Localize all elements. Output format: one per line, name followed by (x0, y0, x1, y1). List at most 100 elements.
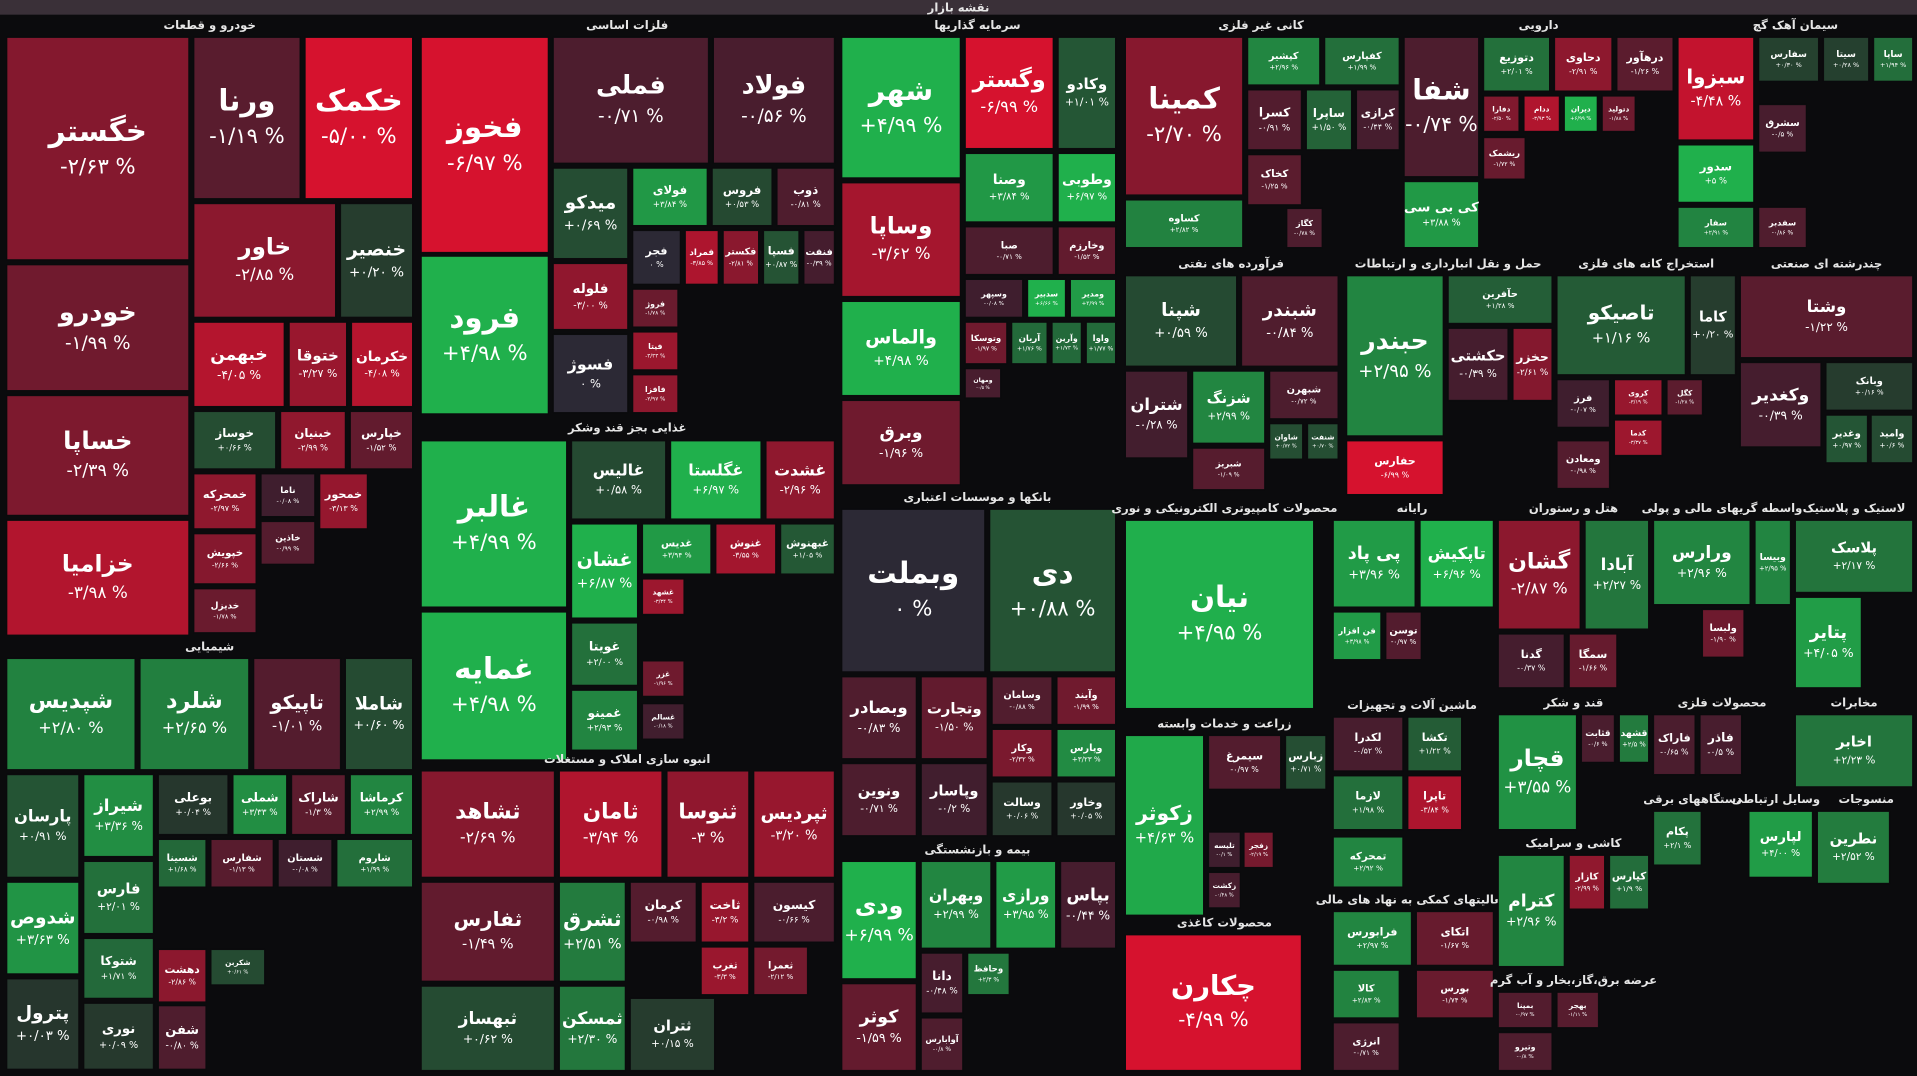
tile-name: شپنا (1161, 300, 1201, 321)
tile (641, 660, 685, 697)
tile-name: ثامان (583, 799, 639, 824)
tile (193, 321, 285, 408)
tile-name: وامید (1879, 429, 1904, 440)
tile (920, 762, 988, 837)
sector-title: سرمایه گذاریها (934, 18, 1020, 33)
tile (1332, 1022, 1400, 1072)
tile-value-label: -۰/۸ % (933, 1046, 952, 1053)
tile-value-label: -۰/۶۶ % (778, 916, 809, 926)
tile-value-label: +۶/۹۶ % (1433, 567, 1481, 581)
tile (157, 948, 207, 1003)
tile-value-label: -۳/۱۹ % (1629, 400, 1648, 406)
tile-value-label: +۶/۸۷ % (577, 575, 632, 591)
tile-name: وحافظ (974, 965, 1003, 975)
tile (1057, 36, 1117, 150)
tile-value-label: +۲/۹۶ % (1677, 566, 1727, 580)
tile (570, 440, 667, 520)
tile-value-label: -۱/۴۹ % (462, 937, 514, 953)
tile-name: کپشیر (1268, 51, 1299, 62)
tile (350, 321, 414, 408)
tile-value-label: -۱/۹۹ % (1074, 702, 1100, 711)
tile-name: خنصیر (346, 240, 406, 261)
tile-value-label: -۲/۹۹ % (1575, 884, 1600, 892)
tile-name: قثابت (1585, 729, 1611, 739)
tile-value-label: +۳/۹۹ % (1082, 301, 1105, 307)
tile-name: تلیسه (1214, 841, 1235, 850)
tile (632, 374, 679, 414)
tile-name: حخزر (1515, 350, 1549, 364)
tile-value-label: -۲/۵۰ % (1492, 116, 1511, 122)
tile-value-label: +۲/۵ % (1622, 741, 1646, 749)
tile-value-label: -۳/۸۵ % (690, 260, 713, 267)
tile (232, 773, 288, 836)
tile-value-label: +۱/۹۸ % (1352, 805, 1385, 814)
tile-value-label: +۳/۳۳ % (242, 808, 278, 818)
tile-name: واوا (1093, 334, 1109, 344)
tile-value-label: +۰/۶۰ % (354, 717, 405, 732)
tile-name: ناما (280, 486, 295, 496)
tile (1497, 633, 1565, 689)
tile-value-label: -۴/۹۹ % (1178, 1008, 1248, 1031)
tile (1011, 321, 1048, 365)
tile-value-label: -۶/۹۹ % (980, 97, 1038, 116)
tile (1553, 36, 1613, 92)
tile-value-label: +۰/۶۲ % (463, 1032, 513, 1046)
tile (260, 473, 316, 518)
tile-value-label: +۱/۷۳ % (1055, 346, 1078, 352)
tile-name: ثشرق (563, 907, 621, 931)
tile-value-label: +۳/۸۴ % (653, 199, 687, 209)
tile (1124, 734, 1205, 916)
tile-value-label: -۱/۷۸ % (213, 613, 236, 621)
tile-name: خمحور (324, 488, 362, 501)
tile-value-label: +۳/۹۴ % (662, 551, 692, 560)
tile-value-label: +۲/۳۰ % (567, 1032, 617, 1046)
tile (1482, 136, 1526, 180)
tile-value-label: -۰/۸۳ % (858, 721, 901, 735)
tile (1618, 714, 1650, 763)
tile (1243, 831, 1274, 869)
tile-name: دتوزیع (1499, 51, 1534, 64)
tile-value-label: -۳/۵۵ % (733, 551, 759, 560)
tile-name: خساپا (63, 427, 132, 455)
tile-name: فافزا (645, 385, 666, 394)
tile (1563, 95, 1598, 133)
tile-name: ودی (855, 892, 904, 920)
sector-title: دستگاههای برقی (1643, 792, 1742, 807)
tile-value-label: +۱/۹۴ % (1880, 61, 1906, 69)
tile-value-label: +۲/۹۹ % (933, 908, 979, 921)
sector-title: حمل و نقل انبارداری و ارتباطات (1355, 257, 1542, 272)
sector-title: دارویی (1519, 18, 1559, 33)
tile-value-label: +۰/۶۱ % (227, 969, 248, 975)
tile-name: وآیند (1075, 688, 1098, 701)
tile (722, 229, 760, 285)
tile-value-label: +۴/۹۵ % (1177, 619, 1263, 644)
tile-value-label: +۰/۶ % (1879, 440, 1904, 449)
tile-value-label: +۰/۷۰ % (1312, 444, 1333, 450)
sector-title: انبوه سازی املاک و مستغلات (544, 752, 710, 767)
tile (1677, 206, 1755, 249)
sector-title: ماشین آلات و تجهیزات (1347, 698, 1477, 713)
tile-name: ددام (1534, 105, 1550, 114)
tile (83, 1002, 155, 1070)
tile (1284, 734, 1327, 790)
tile (1613, 379, 1663, 416)
tile (1701, 608, 1745, 658)
tile-value-label: -۳/۲۷ % (298, 367, 337, 380)
tile-name: کرازی (1361, 107, 1396, 120)
tile-name: بوعلی (174, 790, 212, 804)
tile-value-label: +۰/۷۱ % (1290, 764, 1321, 773)
tile-name: کدما (1630, 429, 1647, 438)
tile-value-label: -۱/۸۸ % (1609, 116, 1628, 122)
tile-name: وتیرو (1514, 1043, 1536, 1052)
tile-value-label: +۰/۰۹ % (99, 1040, 138, 1051)
tile (1497, 854, 1565, 968)
tile (989, 508, 1117, 673)
tile-value-label: -۱/۱۱ % (1568, 1012, 1587, 1018)
tile-name: وساپا (870, 214, 933, 240)
tile-value-label: +۰/۰۵ % (1070, 811, 1103, 820)
sector-title: بانکها و موسسات اعتباری (903, 490, 1051, 505)
tile-name: سدبیر (1034, 290, 1058, 299)
tile (157, 838, 207, 888)
tile (1556, 275, 1686, 376)
tile-value-label: -۰/۸۸ % (1009, 702, 1035, 711)
